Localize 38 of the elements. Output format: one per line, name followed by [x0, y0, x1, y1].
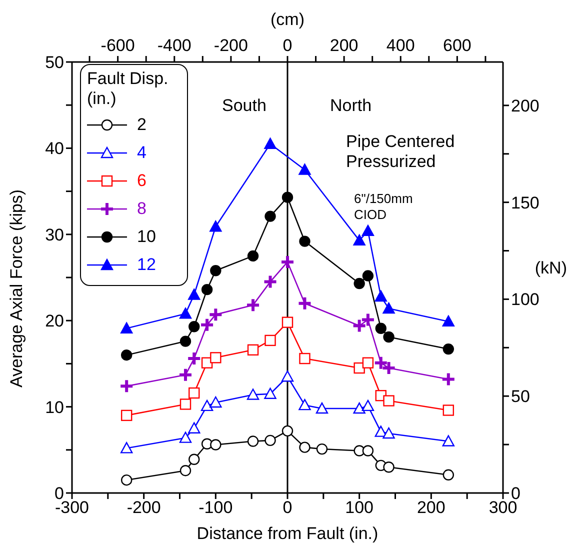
- y-tick-label: 10: [45, 398, 64, 417]
- annotation: Pipe Centered Pressurized: [346, 132, 455, 173]
- y-tick-label: 30: [45, 225, 64, 244]
- x-tick-label: -100: [198, 498, 233, 518]
- y2-tick-label: 200: [511, 96, 540, 116]
- x-tick-label: -200: [126, 498, 161, 518]
- x-tick-label: 200: [416, 498, 446, 518]
- y-tick-label: 50: [45, 53, 64, 72]
- x2-tick-label: -200: [214, 36, 248, 55]
- y2-tick-label: 150: [511, 193, 540, 212]
- x-axis-title: Distance from Fault (in.): [196, 524, 378, 543]
- legend-label: 6: [137, 171, 146, 191]
- annotation: North: [330, 96, 372, 116]
- x2-tick-label: 200: [330, 36, 358, 55]
- legend-title: Fault Disp. (in.): [87, 69, 170, 109]
- y2-tick-label: 50: [511, 387, 530, 406]
- legend-label: 2: [137, 115, 146, 135]
- x-tick-label: -300: [54, 498, 90, 518]
- x2-tick-label: 600: [443, 36, 472, 55]
- x-tick-label: 300: [488, 498, 518, 518]
- legend-label: 10: [137, 227, 156, 247]
- y-axis-title: Average Axial Force (kips): [7, 189, 26, 388]
- annotation: 6"/150mm CIOD: [354, 191, 413, 222]
- y2-axis-title: (kN): [534, 258, 567, 278]
- y-tick-label: 20: [45, 312, 64, 331]
- x2-tick-label: 400: [386, 36, 415, 55]
- legend-label: 12: [137, 255, 156, 275]
- legend-label: 4: [137, 143, 146, 163]
- annotation: South: [222, 96, 266, 116]
- x2-tick-label: -400: [157, 36, 192, 55]
- x-tick-label: 0: [282, 498, 292, 518]
- x2-tick-label: -600: [100, 36, 135, 55]
- legend-label: 8: [137, 199, 146, 219]
- x2-tick-label: 0: [282, 36, 292, 55]
- x-tick-label: 100: [345, 498, 374, 518]
- x2-axis-title: (cm): [270, 10, 304, 29]
- y-tick-label: 40: [45, 139, 64, 158]
- y2-tick-label: 100: [511, 290, 540, 310]
